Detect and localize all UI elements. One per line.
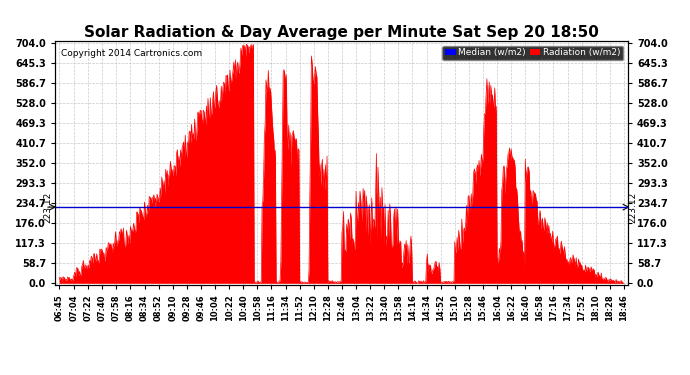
Text: Copyright 2014 Cartronics.com: Copyright 2014 Cartronics.com bbox=[61, 49, 202, 58]
Text: 223.12: 223.12 bbox=[629, 192, 638, 223]
Title: Solar Radiation & Day Average per Minute Sat Sep 20 18:50: Solar Radiation & Day Average per Minute… bbox=[84, 25, 599, 40]
Legend: Median (w/m2), Radiation (w/m2): Median (w/m2), Radiation (w/m2) bbox=[442, 46, 623, 60]
Text: 223.12: 223.12 bbox=[44, 192, 53, 223]
